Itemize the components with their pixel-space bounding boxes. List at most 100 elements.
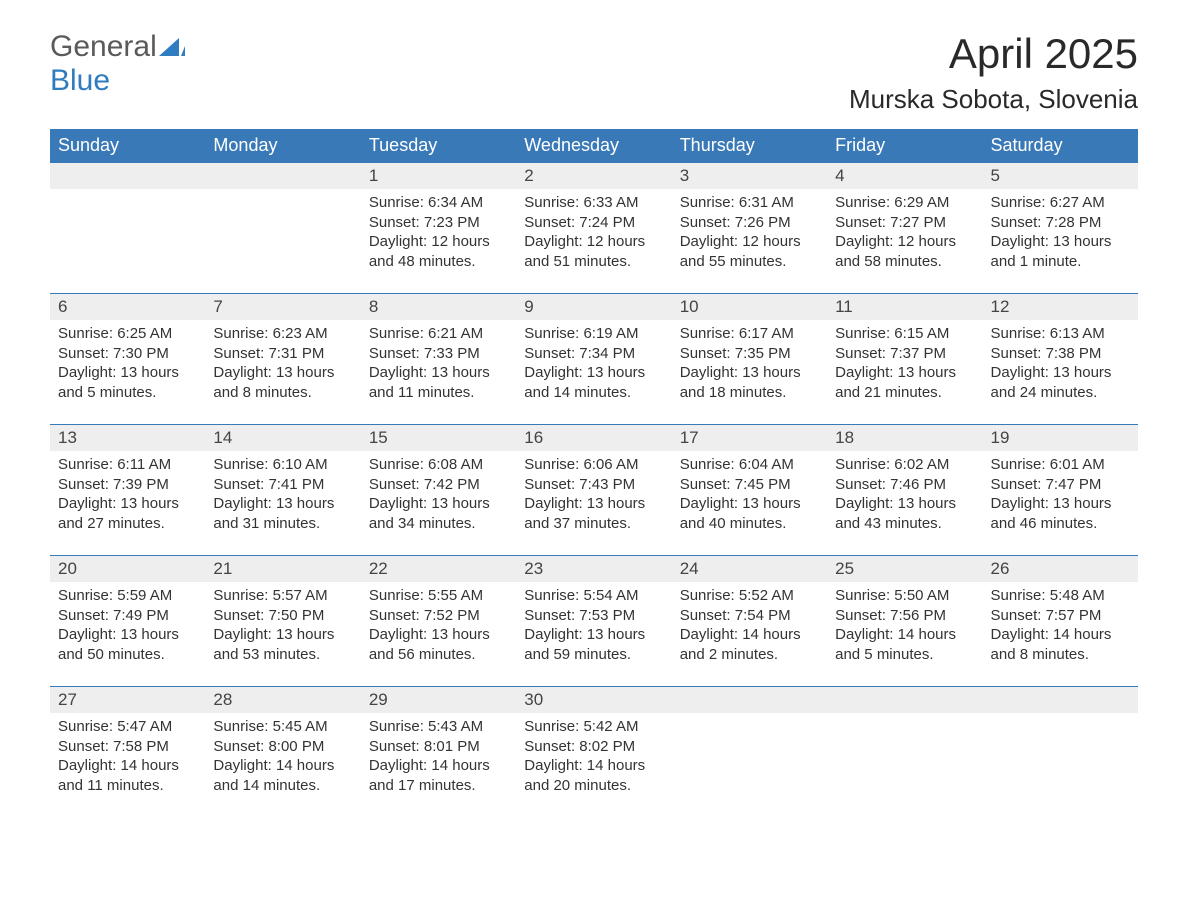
sunrise-line: Sunrise: 6:23 AM bbox=[213, 324, 352, 344]
day-details: Sunrise: 6:11 AMSunset: 7:39 PMDaylight:… bbox=[58, 455, 197, 533]
sunrise-line: Sunrise: 6:06 AM bbox=[524, 455, 663, 475]
calendar-week-row: 20Sunrise: 5:59 AMSunset: 7:49 PMDayligh… bbox=[50, 556, 1138, 687]
sunrise-line: Sunrise: 6:13 AM bbox=[991, 324, 1130, 344]
sunset-line: Sunset: 7:35 PM bbox=[680, 344, 819, 364]
day-details: Sunrise: 6:02 AMSunset: 7:46 PMDaylight:… bbox=[835, 455, 974, 533]
day-details: Sunrise: 6:13 AMSunset: 7:38 PMDaylight:… bbox=[991, 324, 1130, 402]
sunset-line: Sunset: 7:47 PM bbox=[991, 475, 1130, 495]
calendar-day-cell: 1 Sunrise: 6:34 AMSunset: 7:23 PMDaylight… bbox=[361, 163, 516, 294]
brand-logo: General Blue bbox=[50, 30, 185, 98]
sunset-line: Sunset: 7:28 PM bbox=[991, 213, 1130, 233]
daylight-line: Daylight: 13 hours and 1 minute. bbox=[991, 232, 1130, 271]
day-details: Sunrise: 6:34 AMSunset: 7:23 PMDaylight:… bbox=[369, 193, 508, 271]
sunset-line: Sunset: 7:46 PM bbox=[835, 475, 974, 495]
day-number: 14 bbox=[205, 425, 360, 451]
weekday-header-row: SundayMondayTuesdayWednesdayThursdayFrid… bbox=[50, 129, 1138, 163]
day-details: Sunrise: 5:48 AMSunset: 7:57 PMDaylight:… bbox=[991, 586, 1130, 664]
day-details: Sunrise: 5:47 AMSunset: 7:58 PMDaylight:… bbox=[58, 717, 197, 795]
daylight-line: Daylight: 14 hours and 14 minutes. bbox=[213, 756, 352, 795]
daylight-line: Daylight: 14 hours and 17 minutes. bbox=[369, 756, 508, 795]
sunset-line: Sunset: 7:38 PM bbox=[991, 344, 1130, 364]
sunset-line: Sunset: 7:41 PM bbox=[213, 475, 352, 495]
calendar-table: SundayMondayTuesdayWednesdayThursdayFrid… bbox=[50, 129, 1138, 817]
sunrise-line: Sunrise: 6:31 AM bbox=[680, 193, 819, 213]
daylight-line: Daylight: 13 hours and 8 minutes. bbox=[213, 363, 352, 402]
day-number: 29 bbox=[361, 687, 516, 713]
sunrise-line: Sunrise: 6:25 AM bbox=[58, 324, 197, 344]
day-details: Sunrise: 6:33 AMSunset: 7:24 PMDaylight:… bbox=[524, 193, 663, 271]
sunset-line: Sunset: 8:02 PM bbox=[524, 737, 663, 757]
calendar-week-row: 13 Sunrise: 6:11 AMSunset: 7:39 PMDayligh… bbox=[50, 425, 1138, 556]
sunset-line: Sunset: 7:26 PM bbox=[680, 213, 819, 233]
day-number: 12 bbox=[983, 294, 1138, 320]
sunset-line: Sunset: 7:53 PM bbox=[524, 606, 663, 626]
calendar-day-cell: 10Sunrise: 6:17 AMSunset: 7:35 PMDayligh… bbox=[672, 294, 827, 425]
sunset-line: Sunset: 8:01 PM bbox=[369, 737, 508, 757]
day-details: Sunrise: 6:21 AMSunset: 7:33 PMDaylight:… bbox=[369, 324, 508, 402]
calendar-day-cell: 22Sunrise: 5:55 AMSunset: 7:52 PMDayligh… bbox=[361, 556, 516, 687]
day-details: Sunrise: 6:25 AMSunset: 7:30 PMDaylight:… bbox=[58, 324, 197, 402]
sunset-line: Sunset: 7:42 PM bbox=[369, 475, 508, 495]
daylight-line: Daylight: 13 hours and 24 minutes. bbox=[991, 363, 1130, 402]
day-details: Sunrise: 5:42 AMSunset: 8:02 PMDaylight:… bbox=[524, 717, 663, 795]
sunset-line: Sunset: 7:34 PM bbox=[524, 344, 663, 364]
daylight-line: Daylight: 14 hours and 11 minutes. bbox=[58, 756, 197, 795]
weekday-header: Saturday bbox=[983, 129, 1138, 163]
weekday-header: Sunday bbox=[50, 129, 205, 163]
daylight-line: Daylight: 13 hours and 21 minutes. bbox=[835, 363, 974, 402]
day-number: 15 bbox=[361, 425, 516, 451]
calendar-day-cell: 30Sunrise: 5:42 AMSunset: 8:02 PMDayligh… bbox=[516, 687, 671, 818]
day-number: 22 bbox=[361, 556, 516, 582]
daylight-line: Daylight: 12 hours and 51 minutes. bbox=[524, 232, 663, 271]
calendar-day-cell: 25Sunrise: 5:50 AMSunset: 7:56 PMDayligh… bbox=[827, 556, 982, 687]
calendar-day-cell bbox=[983, 687, 1138, 818]
day-number: 8 bbox=[361, 294, 516, 320]
calendar-day-cell: 12 Sunrise: 6:13 AMSunset: 7:38 PMDayligh… bbox=[983, 294, 1138, 425]
weekday-header: Friday bbox=[827, 129, 982, 163]
weekday-header: Monday bbox=[205, 129, 360, 163]
calendar-day-cell: 26Sunrise: 5:48 AMSunset: 7:57 PMDayligh… bbox=[983, 556, 1138, 687]
weekday-header: Tuesday bbox=[361, 129, 516, 163]
calendar-day-cell: 7Sunrise: 6:23 AMSunset: 7:31 PMDaylight… bbox=[205, 294, 360, 425]
day-details: Sunrise: 6:08 AMSunset: 7:42 PMDaylight:… bbox=[369, 455, 508, 533]
logo-word-blue: Blue bbox=[50, 64, 110, 97]
daylight-line: Daylight: 14 hours and 20 minutes. bbox=[524, 756, 663, 795]
calendar-week-row: 27 Sunrise: 5:47 AMSunset: 7:58 PMDayligh… bbox=[50, 687, 1138, 818]
day-details: Sunrise: 5:59 AMSunset: 7:49 PMDaylight:… bbox=[58, 586, 197, 664]
day-number: 27 bbox=[50, 687, 205, 713]
sunrise-line: Sunrise: 6:21 AM bbox=[369, 324, 508, 344]
daylight-line: Daylight: 13 hours and 5 minutes. bbox=[58, 363, 197, 402]
daylight-line: Daylight: 14 hours and 2 minutes. bbox=[680, 625, 819, 664]
day-details: Sunrise: 6:04 AMSunset: 7:45 PMDaylight:… bbox=[680, 455, 819, 533]
daylight-line: Daylight: 12 hours and 48 minutes. bbox=[369, 232, 508, 271]
daylight-line: Daylight: 13 hours and 46 minutes. bbox=[991, 494, 1130, 533]
calendar-day-cell: 2Sunrise: 6:33 AMSunset: 7:24 PMDaylight… bbox=[516, 163, 671, 294]
daylight-line: Daylight: 13 hours and 40 minutes. bbox=[680, 494, 819, 533]
day-number: 9 bbox=[516, 294, 671, 320]
day-number: 1 bbox=[361, 163, 516, 189]
sunrise-line: Sunrise: 6:17 AM bbox=[680, 324, 819, 344]
daylight-line: Daylight: 13 hours and 31 minutes. bbox=[213, 494, 352, 533]
calendar-day-cell bbox=[50, 163, 205, 294]
calendar-day-cell: 16Sunrise: 6:06 AMSunset: 7:43 PMDayligh… bbox=[516, 425, 671, 556]
sunset-line: Sunset: 7:27 PM bbox=[835, 213, 974, 233]
sunrise-line: Sunrise: 5:55 AM bbox=[369, 586, 508, 606]
daylight-line: Daylight: 12 hours and 55 minutes. bbox=[680, 232, 819, 271]
day-details: Sunrise: 6:23 AMSunset: 7:31 PMDaylight:… bbox=[213, 324, 352, 402]
sunrise-line: Sunrise: 6:10 AM bbox=[213, 455, 352, 475]
sunrise-line: Sunrise: 5:54 AM bbox=[524, 586, 663, 606]
calendar-day-cell: 21Sunrise: 5:57 AMSunset: 7:50 PMDayligh… bbox=[205, 556, 360, 687]
day-number: 17 bbox=[672, 425, 827, 451]
day-number: 13 bbox=[50, 425, 205, 451]
sunrise-line: Sunrise: 6:08 AM bbox=[369, 455, 508, 475]
calendar-day-cell bbox=[672, 687, 827, 818]
day-number: 19 bbox=[983, 425, 1138, 451]
sunset-line: Sunset: 7:37 PM bbox=[835, 344, 974, 364]
sunrise-line: Sunrise: 5:48 AM bbox=[991, 586, 1130, 606]
day-number: 10 bbox=[672, 294, 827, 320]
sunset-line: Sunset: 7:39 PM bbox=[58, 475, 197, 495]
calendar-day-cell: 28Sunrise: 5:45 AMSunset: 8:00 PMDayligh… bbox=[205, 687, 360, 818]
calendar-week-row: 1 Sunrise: 6:34 AMSunset: 7:23 PMDaylight… bbox=[50, 163, 1138, 294]
daylight-line: Daylight: 12 hours and 58 minutes. bbox=[835, 232, 974, 271]
daylight-line: Daylight: 13 hours and 53 minutes. bbox=[213, 625, 352, 664]
